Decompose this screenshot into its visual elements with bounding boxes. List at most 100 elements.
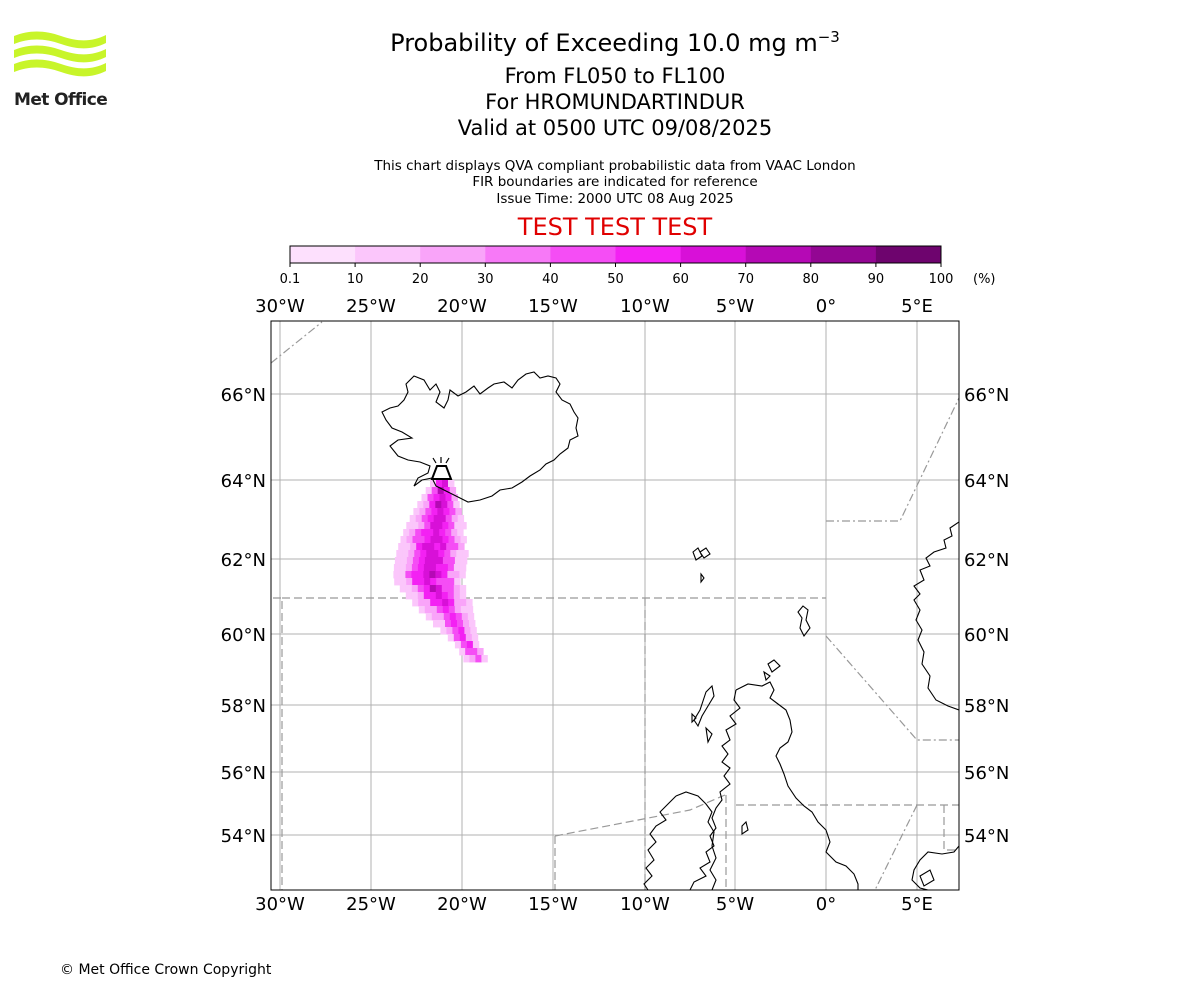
plume-cell bbox=[404, 543, 410, 550]
colorbar-tick-label: 30 bbox=[477, 272, 494, 287]
plume-cell bbox=[426, 487, 432, 494]
plume-cell bbox=[416, 515, 422, 522]
colorbar-segment bbox=[420, 246, 485, 263]
lon-label: 5°W bbox=[716, 894, 754, 915]
plume-cell bbox=[438, 550, 444, 557]
plume-cell bbox=[436, 564, 442, 571]
lon-label: 5°W bbox=[716, 296, 754, 317]
plume-cell bbox=[422, 515, 428, 522]
colorbar-segment bbox=[811, 246, 876, 263]
plume-cell bbox=[424, 578, 430, 585]
plume-cell bbox=[407, 557, 413, 564]
plume-cell bbox=[450, 613, 456, 620]
plume-cell bbox=[436, 592, 442, 599]
colorbar-segment bbox=[290, 246, 355, 263]
colorbar-segment bbox=[746, 246, 811, 263]
colorbar-tick-label: 70 bbox=[737, 272, 754, 287]
plume-cell bbox=[445, 620, 451, 627]
plume-cell bbox=[410, 543, 416, 550]
plume-cell bbox=[462, 613, 468, 620]
lon-label: 0° bbox=[816, 296, 836, 317]
plume-cell bbox=[440, 515, 446, 522]
plume-cell bbox=[421, 529, 427, 536]
plume-cell bbox=[419, 606, 425, 613]
plume-cell bbox=[416, 543, 422, 550]
plume-cell bbox=[448, 522, 454, 529]
plume-cell bbox=[400, 585, 406, 592]
plume-cell bbox=[470, 627, 476, 634]
plume-cell bbox=[426, 550, 432, 557]
plume-cell bbox=[440, 494, 446, 501]
lon-label: 20°W bbox=[437, 296, 487, 317]
colorbar-segment bbox=[681, 246, 746, 263]
plume-cell bbox=[419, 508, 425, 515]
plume-cell bbox=[466, 634, 472, 641]
plume-cell bbox=[394, 578, 400, 585]
plume-cell bbox=[467, 641, 473, 648]
plume-cell bbox=[406, 585, 412, 592]
plume-cell bbox=[448, 578, 454, 585]
plume-cell bbox=[428, 494, 434, 501]
colorbar-unit: (%) bbox=[973, 272, 996, 287]
plume-cell bbox=[458, 515, 464, 522]
plume-cell bbox=[412, 522, 418, 529]
lon-label: 10°W bbox=[620, 894, 670, 915]
plume-cell bbox=[441, 501, 447, 508]
plume-cell bbox=[448, 599, 454, 606]
plume-cell bbox=[441, 571, 447, 578]
plume-cell bbox=[437, 557, 443, 564]
plume-cell bbox=[420, 550, 426, 557]
plume-cell bbox=[429, 571, 435, 578]
plume-cell bbox=[475, 655, 481, 662]
colorbar-tick-label: 60 bbox=[672, 272, 689, 287]
plume-cell bbox=[477, 648, 483, 655]
plume-cell bbox=[424, 599, 430, 606]
lon-label: 5°E bbox=[901, 296, 933, 317]
plume-cell bbox=[409, 529, 415, 536]
plume-cell bbox=[451, 529, 457, 536]
plume-cell bbox=[456, 613, 462, 620]
lon-label: 15°W bbox=[528, 296, 578, 317]
plume-cell bbox=[425, 508, 431, 515]
plume-cell bbox=[413, 508, 419, 515]
plume-cell bbox=[446, 494, 452, 501]
lon-label: 25°W bbox=[346, 894, 396, 915]
plume-cell bbox=[425, 536, 431, 543]
plume-cell bbox=[428, 543, 434, 550]
plume-cell bbox=[457, 620, 463, 627]
colorbar-tick-label: 10 bbox=[347, 272, 364, 287]
plume-cell bbox=[460, 592, 466, 599]
plume-cell bbox=[454, 585, 460, 592]
plume-cell bbox=[455, 508, 461, 515]
plume-cell bbox=[448, 592, 454, 599]
lat-label: 56°N bbox=[964, 763, 1009, 784]
plume-cell bbox=[442, 585, 448, 592]
plume-cell bbox=[412, 564, 418, 571]
plume-cell bbox=[463, 655, 469, 662]
plume-cell bbox=[432, 550, 438, 557]
plume-cell bbox=[424, 522, 430, 529]
plume-cell bbox=[455, 641, 461, 648]
plume-cell bbox=[458, 627, 464, 634]
plume-cell bbox=[452, 515, 458, 522]
plume-cell bbox=[448, 564, 454, 571]
lat-label: 60°N bbox=[964, 625, 1009, 646]
colorbar-tick-label: 40 bbox=[542, 272, 559, 287]
plume-cell bbox=[461, 641, 467, 648]
lat-label: 64°N bbox=[221, 471, 266, 492]
plume-cell bbox=[446, 515, 452, 522]
lon-label: 30°W bbox=[255, 894, 305, 915]
colorbar-tick-label: 90 bbox=[868, 272, 885, 287]
plume-cell bbox=[439, 620, 445, 627]
plume-cell bbox=[431, 508, 437, 515]
plume-cell bbox=[408, 550, 414, 557]
plume-cell bbox=[455, 557, 461, 564]
plume-cell bbox=[461, 606, 467, 613]
lat-label: 56°N bbox=[221, 763, 266, 784]
plume-cell bbox=[447, 501, 453, 508]
plume-cell bbox=[449, 536, 455, 543]
plume-cell bbox=[443, 606, 449, 613]
plume-cell bbox=[465, 648, 471, 655]
plume-cell bbox=[415, 529, 421, 536]
plume-cell bbox=[403, 529, 409, 536]
